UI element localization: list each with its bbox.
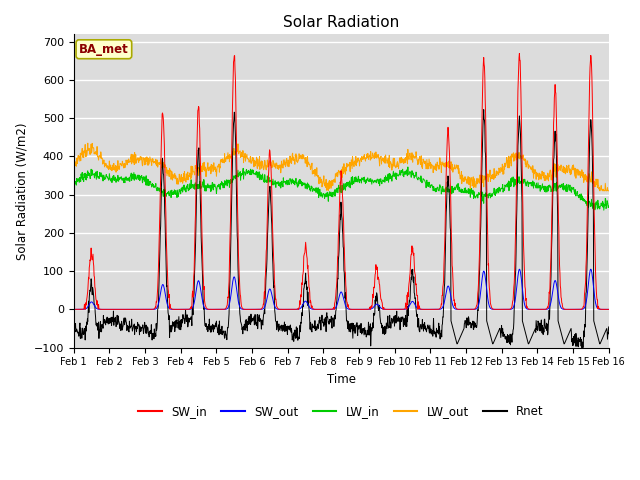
LW_in (189, 181, 196, 187)
LW_out (424, 161, 432, 167)
SW_in (424, 307, 432, 312)
SW_in (542, 306, 550, 312)
Rnet (176, 319, 184, 325)
LW_in (605, 203, 612, 209)
Legend: SW_in, SW_out, LW_in, LW_out, Rnet: SW_in, SW_out, LW_in, LW_out, Rnet (134, 401, 548, 423)
Y-axis label: Solar Radiation (W/m2): Solar Radiation (W/m2) (15, 122, 28, 260)
Rnet (189, 306, 196, 312)
Rnet (494, 329, 502, 335)
SW_out (176, 307, 184, 312)
LW_out (84, 140, 92, 146)
SW_in (70, 307, 77, 312)
LW_in (600, 207, 607, 213)
LW_out (605, 188, 612, 193)
Text: BA_met: BA_met (79, 43, 129, 56)
Rnet (578, 345, 586, 350)
LW_in (541, 183, 549, 189)
Line: LW_out: LW_out (74, 143, 609, 191)
SW_in (81, 307, 89, 312)
SW_in (494, 307, 502, 312)
Rnet (70, 327, 77, 333)
LW_out (176, 176, 184, 181)
Rnet (541, 325, 549, 331)
Rnet (248, 318, 256, 324)
LW_in (494, 186, 502, 192)
SW_out (424, 307, 432, 312)
X-axis label: Time: Time (326, 373, 356, 386)
SW_in (516, 50, 524, 56)
SW_out (70, 307, 77, 312)
SW_in (176, 307, 184, 312)
Rnet (480, 107, 488, 112)
SW_in (189, 294, 197, 300)
LW_out (494, 169, 502, 175)
SW_in (249, 307, 257, 312)
LW_in (248, 168, 256, 173)
LW_in (70, 176, 77, 182)
LW_out (596, 188, 604, 193)
SW_out (124, 307, 131, 312)
SW_out (587, 266, 595, 272)
LW_out (70, 155, 77, 160)
Rnet (424, 322, 432, 328)
Line: SW_in: SW_in (74, 53, 609, 310)
Title: Solar Radiation: Solar Radiation (283, 15, 399, 30)
Line: LW_in: LW_in (74, 167, 609, 210)
LW_out (541, 172, 549, 178)
SW_out (605, 307, 612, 312)
Line: SW_out: SW_out (74, 269, 609, 310)
SW_out (541, 306, 549, 312)
LW_in (176, 189, 184, 194)
SW_out (249, 307, 257, 312)
SW_in (605, 307, 612, 312)
LW_in (404, 164, 412, 170)
SW_out (494, 307, 502, 312)
LW_out (189, 168, 197, 173)
Line: Rnet: Rnet (74, 109, 609, 348)
LW_in (424, 182, 432, 188)
Rnet (605, 324, 612, 330)
SW_out (189, 304, 197, 310)
LW_out (249, 158, 257, 164)
